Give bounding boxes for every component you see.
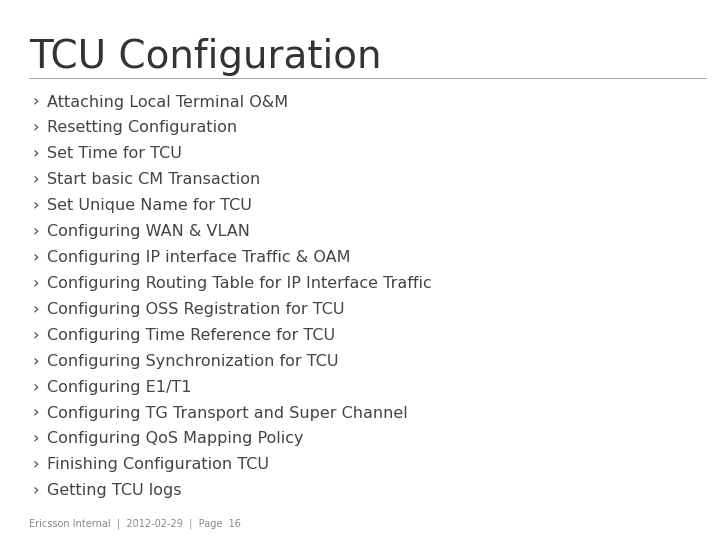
Text: Configuring Time Reference for TCU: Configuring Time Reference for TCU <box>47 328 335 343</box>
Text: ›: › <box>32 94 39 110</box>
Text: Configuring Synchronization for TCU: Configuring Synchronization for TCU <box>47 354 338 369</box>
Text: ›: › <box>32 354 39 369</box>
FancyBboxPatch shape <box>642 38 708 49</box>
Text: ›: › <box>32 198 39 213</box>
Text: Set Unique Name for TCU: Set Unique Name for TCU <box>47 198 252 213</box>
Text: ›: › <box>32 431 39 447</box>
Text: Configuring IP interface Traffic & OAM: Configuring IP interface Traffic & OAM <box>47 250 351 265</box>
Text: Configuring TG Transport and Super Channel: Configuring TG Transport and Super Chann… <box>47 406 408 421</box>
Text: TCU Configuration: TCU Configuration <box>29 38 382 76</box>
Text: Configuring E1/T1: Configuring E1/T1 <box>47 380 192 395</box>
Text: Configuring QoS Mapping Policy: Configuring QoS Mapping Policy <box>47 431 303 447</box>
Text: ›: › <box>32 406 39 421</box>
Text: ›: › <box>32 250 39 265</box>
Text: ›: › <box>32 457 39 472</box>
Text: ›: › <box>32 302 39 317</box>
Text: ›: › <box>32 380 39 395</box>
Text: Ericsson Internal  |  2012-02-29  |  Page  16: Ericsson Internal | 2012-02-29 | Page 16 <box>29 519 240 529</box>
Text: Configuring Routing Table for IP Interface Traffic: Configuring Routing Table for IP Interfa… <box>47 276 431 291</box>
Text: ›: › <box>32 146 39 161</box>
Text: Configuring WAN & VLAN: Configuring WAN & VLAN <box>47 224 250 239</box>
Text: ›: › <box>32 276 39 291</box>
Text: Attaching Local Terminal O&M: Attaching Local Terminal O&M <box>47 94 288 110</box>
Text: Resetting Configuration: Resetting Configuration <box>47 120 237 136</box>
Text: Configuring OSS Registration for TCU: Configuring OSS Registration for TCU <box>47 302 344 317</box>
FancyBboxPatch shape <box>642 10 708 21</box>
Text: Set Time for TCU: Set Time for TCU <box>47 146 181 161</box>
Text: ›: › <box>32 328 39 343</box>
Text: ›: › <box>32 120 39 136</box>
Text: Getting TCU logs: Getting TCU logs <box>47 483 181 498</box>
Text: Start basic CM Transaction: Start basic CM Transaction <box>47 172 260 187</box>
Text: Finishing Configuration TCU: Finishing Configuration TCU <box>47 457 269 472</box>
FancyBboxPatch shape <box>642 24 708 35</box>
Text: ›: › <box>32 224 39 239</box>
Text: ›: › <box>32 172 39 187</box>
Text: ›: › <box>32 483 39 498</box>
Text: ERICSSON: ERICSSON <box>647 57 703 67</box>
